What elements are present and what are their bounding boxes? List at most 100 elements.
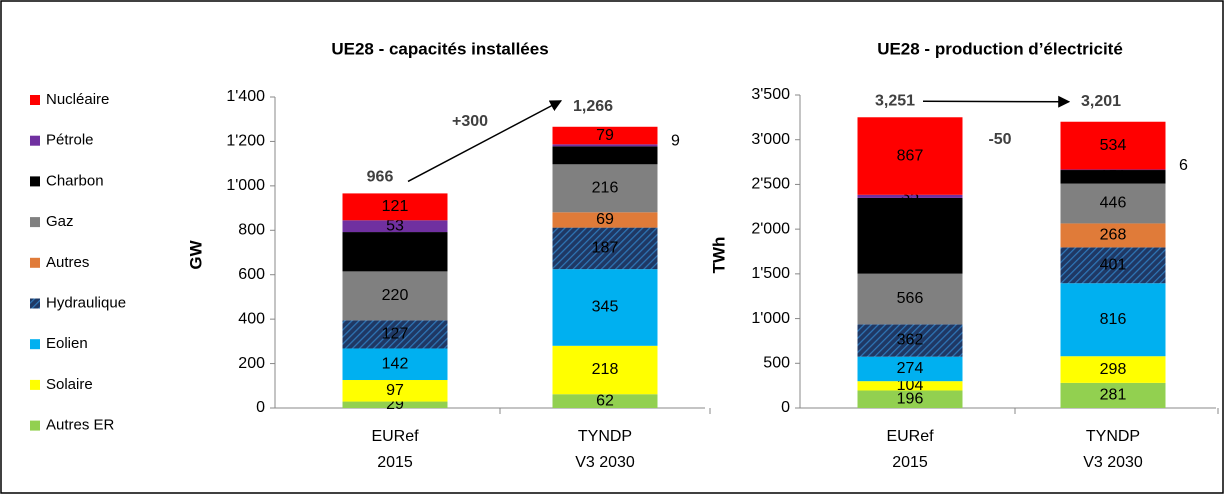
data-label: 142 <box>382 355 409 372</box>
data-label: 446 <box>1100 195 1127 212</box>
legend-swatch <box>30 298 40 309</box>
bar-segment: Charbon <box>1060 170 1166 184</box>
change-label: -50 <box>988 131 1011 148</box>
y-tick-label: 1'000 <box>751 310 790 327</box>
data-label: 97 <box>386 382 404 399</box>
bar-segment <box>342 401 448 408</box>
bar-segment <box>342 193 448 221</box>
y-tick-label: 200 <box>238 355 265 372</box>
legend-swatch <box>30 339 40 350</box>
legend-swatch <box>30 135 40 146</box>
bar-segment: Pétrole <box>1060 169 1166 171</box>
data-label: 345 <box>592 299 619 316</box>
y-tick-label: 1'000 <box>226 177 265 194</box>
legend-swatch <box>30 257 40 268</box>
data-label: 847 <box>897 227 924 244</box>
data-label: 216 <box>592 180 619 197</box>
bar-segment: Eolien <box>1060 283 1166 357</box>
legend-label: Eolien <box>46 335 88 352</box>
x-tick-label: TYNDP V3 2030 <box>575 428 635 471</box>
data-label: 187 <box>592 240 619 257</box>
data-label: 566 <box>897 290 924 307</box>
bar-segment <box>552 269 658 346</box>
y-tick-label: 600 <box>238 266 265 283</box>
bar-segment: Pétrole <box>857 194 963 198</box>
data-label: 79 <box>596 127 614 144</box>
total-label: 3,251 <box>875 92 915 109</box>
legend-label: Charbon <box>46 172 104 189</box>
y-axis-label: TWh <box>709 237 728 274</box>
bar-segment: Solaire <box>1060 356 1166 383</box>
data-label: 196 <box>897 390 924 407</box>
legend-label: Hydraulique <box>46 294 126 311</box>
y-axis-label: GW <box>186 239 205 269</box>
data-label: 816 <box>1100 311 1127 328</box>
legend-label: Nucléaire <box>46 91 109 108</box>
data-label: 867 <box>897 147 924 164</box>
y-tick-label: 1'400 <box>226 88 265 105</box>
bar-segment: Hydraulique <box>857 324 963 357</box>
bar-segment: Solaire <box>857 381 963 391</box>
bar-segment: Nucléaire <box>857 117 963 195</box>
data-label: 362 <box>897 332 924 349</box>
legend-label: Gaz <box>46 213 74 230</box>
data-label: 104 <box>897 377 924 394</box>
legend-label: Solaire <box>46 376 93 393</box>
data-label: 53 <box>386 217 404 234</box>
data-label: 6 <box>1179 157 1188 174</box>
bar-segment: Autres ER <box>1060 382 1166 408</box>
y-tick-label: 3'000 <box>751 131 790 148</box>
legend-swatch <box>30 420 40 431</box>
bar-segment <box>552 146 658 165</box>
legend-label: Autres ER <box>46 417 115 434</box>
x-tick-label: TYNDP V3 2030 <box>1083 428 1143 471</box>
legend-swatch <box>30 95 40 105</box>
data-label: 281 <box>1100 387 1127 404</box>
x-tick-label: EURef 2015 <box>371 428 419 471</box>
change-label: +300 <box>452 113 488 130</box>
total-label: 966 <box>367 169 394 186</box>
bar-segment <box>342 271 448 321</box>
data-label: 298 <box>1100 361 1127 378</box>
bar-segment <box>342 220 448 233</box>
bar-segment <box>342 232 448 272</box>
y-tick-label: 1'500 <box>751 265 790 282</box>
y-tick-label: 400 <box>238 310 265 327</box>
data-label: 218 <box>592 361 619 378</box>
legend-swatch <box>30 176 40 187</box>
y-tick-label: 0 <box>256 399 265 416</box>
data-label: 268 <box>1100 227 1127 244</box>
data-label: 274 <box>897 360 924 377</box>
y-tick-label: 3'500 <box>751 86 790 103</box>
data-label: 220 <box>382 287 409 304</box>
chart-title: UE28 - production d’électricité <box>877 39 1123 58</box>
total-label: 1,266 <box>573 98 613 115</box>
change-arrow <box>407 100 563 183</box>
legend-swatch <box>30 379 40 390</box>
bar-segment <box>552 212 658 228</box>
legend-swatch <box>30 217 40 228</box>
legend-label: Autres <box>46 254 89 271</box>
bar-segment: Gaz <box>1060 183 1166 224</box>
bar-segment: Nucléaire <box>1060 121 1166 170</box>
chart-title: UE28 - capacités installées <box>331 39 548 58</box>
data-label: 401 <box>1100 257 1127 274</box>
bar-segment <box>552 164 658 213</box>
data-label: 127 <box>382 326 409 343</box>
x-tick-label: EURef 2015 <box>886 428 934 471</box>
total-label: 3,201 <box>1081 93 1121 110</box>
data-label: 534 <box>1100 137 1127 154</box>
legend-label: Pétrole <box>46 132 94 149</box>
data-label: 62 <box>596 392 614 409</box>
y-tick-label: 500 <box>763 355 790 372</box>
bar-segment <box>342 348 448 381</box>
bar-segment: Eolien <box>857 356 963 382</box>
y-tick-label: 0 <box>781 399 790 416</box>
bar-segment <box>552 394 658 408</box>
data-label: 177 <box>382 243 409 260</box>
y-tick-label: 2'000 <box>751 220 790 237</box>
bar-segment <box>342 320 448 349</box>
bar-segment <box>342 380 448 402</box>
bar-segment: Charbon <box>857 197 963 274</box>
bar-segment <box>552 144 658 147</box>
